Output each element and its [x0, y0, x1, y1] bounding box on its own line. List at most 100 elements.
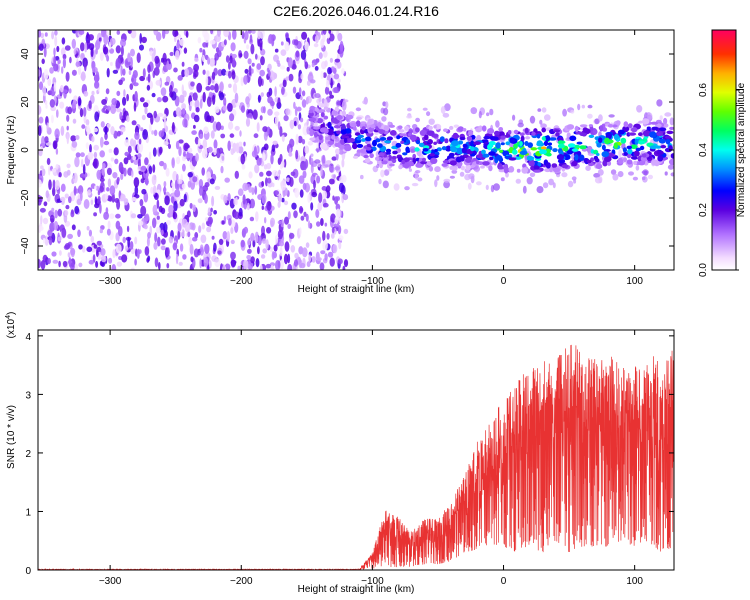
noise-blob: [201, 54, 205, 63]
signal-blob: [344, 145, 352, 152]
noise-blob: [99, 52, 104, 61]
signal-blob: [379, 137, 387, 141]
noise-blob: [336, 196, 340, 201]
noise-blob: [154, 55, 160, 64]
noise-blob: [252, 239, 256, 248]
signal-blob: [461, 147, 467, 154]
noise-blob: [261, 205, 264, 210]
noise-blob: [341, 100, 347, 111]
noise-blob: [53, 47, 56, 57]
noise-blob: [182, 90, 187, 98]
signal-blob: [415, 140, 421, 145]
signal-blob: [601, 151, 610, 158]
signal-blob: [336, 115, 343, 120]
noise-blob: [222, 231, 228, 240]
signal-blob: [342, 110, 346, 117]
noise-blob: [283, 200, 289, 206]
noise-blob: [49, 214, 55, 223]
signal-blob: [441, 163, 448, 167]
signal-blob: [404, 125, 410, 131]
noise-blob: [216, 147, 221, 159]
signal-blob: [377, 121, 382, 128]
noise-blob: [54, 30, 58, 36]
noise-blob: [79, 107, 84, 118]
noise-blob: [267, 70, 271, 77]
noise-blob: [115, 57, 121, 69]
noise-blob: [39, 207, 46, 213]
noise-blob: [295, 133, 299, 145]
noise-blob: [136, 52, 141, 64]
noise-blob: [310, 202, 314, 211]
noise-blob: [271, 251, 275, 260]
halo-blob: [355, 107, 362, 112]
noise-blob: [144, 178, 149, 185]
noise-blob: [320, 218, 324, 226]
noise-blob: [287, 253, 291, 264]
noise-blob: [38, 105, 42, 115]
y-tick-label: 20: [20, 96, 31, 108]
signal-blob: [389, 130, 397, 136]
halo-blob: [540, 123, 547, 129]
noise-blob: [131, 196, 137, 202]
noise-blob: [109, 185, 116, 196]
noise-blob: [241, 164, 246, 170]
signal-blob: [574, 125, 579, 132]
noise-blob: [54, 35, 58, 47]
noise-blob: [288, 152, 293, 157]
noise-blob: [55, 148, 59, 155]
noise-blob: [257, 76, 263, 87]
noise-blob: [214, 52, 219, 61]
signal-blob: [509, 137, 516, 144]
signal-blob: [317, 102, 322, 106]
noise-blob: [289, 232, 295, 239]
signal-blob: [521, 167, 528, 174]
signal-blob: [320, 112, 325, 118]
noise-blob: [51, 31, 55, 40]
signal-blob: [335, 148, 340, 155]
signal-blob: [325, 136, 331, 141]
noise-blob: [66, 125, 69, 131]
noise-blob: [74, 263, 78, 270]
halo-blob: [489, 108, 494, 116]
noise-blob: [301, 138, 306, 145]
signal-blob: [538, 149, 547, 155]
signal-blob: [372, 139, 377, 147]
noise-blob: [276, 60, 280, 65]
halo-blob: [517, 122, 524, 128]
noise-blob: [106, 67, 110, 78]
noise-blob: [307, 72, 314, 83]
noise-blob: [147, 64, 151, 74]
noise-blob: [317, 201, 323, 212]
noise-blob: [197, 137, 201, 147]
signal-blob: [465, 157, 472, 163]
signal-blob: [360, 148, 368, 154]
halo-blob: [493, 183, 500, 191]
noise-blob: [38, 149, 43, 157]
noise-blob: [118, 226, 123, 237]
noise-blob: [152, 147, 157, 157]
noise-blob: [192, 176, 198, 183]
noise-blob: [148, 123, 152, 132]
noise-blob: [42, 85, 47, 97]
noise-blob: [313, 43, 319, 48]
noise-blob: [70, 135, 77, 142]
noise-blob: [341, 68, 345, 75]
noise-blob: [207, 57, 211, 65]
noise-blob: [40, 32, 45, 39]
noise-blob: [103, 140, 110, 146]
noise-blob: [96, 250, 99, 257]
signal-blob: [414, 147, 420, 152]
noise-blob: [285, 32, 289, 39]
noise-blob: [42, 237, 46, 244]
noise-blob: [247, 112, 253, 119]
signal-blob: [399, 133, 407, 137]
noise-blob: [47, 258, 51, 265]
signal-blob: [332, 110, 338, 114]
noise-blob: [249, 198, 255, 209]
signal-blob: [557, 140, 565, 145]
noise-blob: [206, 226, 212, 233]
noise-blob: [152, 204, 158, 215]
noise-blob: [301, 90, 306, 97]
noise-blob: [140, 205, 147, 217]
noise-blob: [291, 202, 297, 210]
